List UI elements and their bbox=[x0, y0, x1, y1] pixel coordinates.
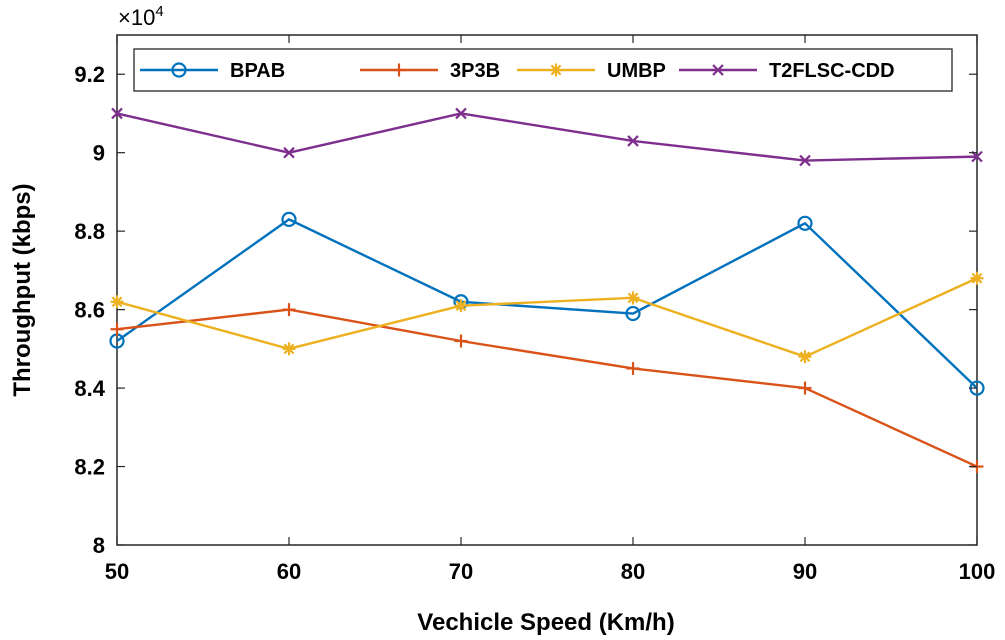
series-line-umbp bbox=[116, 277, 978, 358]
x-tick-label: 70 bbox=[449, 559, 473, 584]
y-tick-label: 8.4 bbox=[74, 376, 105, 401]
y-axis-title: Throughput (kbps) bbox=[9, 183, 36, 396]
y-tick-label: 8.2 bbox=[74, 455, 105, 480]
data-point-umbp bbox=[626, 291, 640, 305]
legend-item-t2flsc-cdd: T2FLSC-CDD bbox=[679, 60, 895, 82]
series-bpab bbox=[109, 211, 985, 396]
y-tick-label: 8 bbox=[93, 533, 105, 558]
legend-item-bpab: BPAB bbox=[140, 60, 285, 82]
series-3p3b bbox=[110, 303, 984, 474]
series-t2flsc-cdd bbox=[111, 107, 983, 167]
data-point-bpab bbox=[625, 305, 641, 322]
data-point-umbp bbox=[970, 271, 984, 285]
legend-label: UMBP bbox=[607, 60, 666, 82]
data-point-t2flsc-cdd bbox=[627, 135, 639, 147]
x-tick-label: 90 bbox=[793, 559, 817, 584]
y-tick-label: 8.6 bbox=[74, 298, 105, 323]
y-axis-multiplier: ×104 bbox=[118, 3, 164, 30]
data-point-3p3b bbox=[110, 322, 124, 336]
data-point-3p3b bbox=[626, 361, 640, 375]
legend-marker bbox=[171, 62, 187, 78]
data-point-3p3b bbox=[454, 334, 468, 348]
legend-label: T2FLSC-CDD bbox=[769, 60, 895, 82]
data-point-umbp bbox=[454, 299, 468, 313]
x-tick-label: 100 bbox=[959, 559, 996, 584]
x-tick-label: 80 bbox=[621, 559, 645, 584]
legend-label: 3P3B bbox=[450, 60, 500, 82]
series-line-t2flsc-cdd bbox=[116, 112, 978, 162]
legend: BPAB 3P3B UMBP T2FLSC-CDD bbox=[133, 48, 953, 92]
data-point-bpab bbox=[281, 211, 297, 227]
legend-item-3p3b: 3P3B bbox=[360, 60, 500, 82]
series-line-bpab bbox=[116, 218, 978, 389]
y-axis-multiplier-exponent: 4 bbox=[155, 3, 163, 20]
y-tick-label: 9 bbox=[93, 141, 105, 166]
data-point-t2flsc-cdd bbox=[455, 107, 467, 120]
legend-marker bbox=[392, 63, 406, 77]
axis-ticks: 50 60 70 80 90 100 8 8.2 8.4 8.6 8.8 9 9.2 bbox=[74, 35, 995, 584]
legend-item-umbp: UMBP bbox=[517, 60, 666, 82]
y-axis-multiplier-base: ×10 bbox=[118, 5, 155, 30]
x-tick-label: 50 bbox=[105, 559, 129, 584]
data-point-umbp bbox=[282, 342, 296, 356]
series-layer bbox=[109, 107, 985, 474]
x-axis-title: Vechicle Speed (Km/h) bbox=[417, 609, 674, 636]
data-point-umbp bbox=[798, 350, 812, 364]
legend-label: BPAB bbox=[230, 60, 285, 82]
legend-marker bbox=[712, 64, 724, 76]
series-line-3p3b bbox=[116, 308, 978, 468]
legend-marker bbox=[549, 63, 563, 77]
data-point-t2flsc-cdd bbox=[283, 146, 295, 159]
data-point-3p3b bbox=[282, 303, 296, 317]
data-point-bpab bbox=[797, 215, 813, 231]
data-point-3p3b bbox=[798, 381, 812, 395]
y-tick-label: 8.8 bbox=[74, 219, 105, 244]
series-umbp bbox=[110, 271, 984, 364]
data-point-t2flsc-cdd bbox=[111, 107, 123, 120]
plot-border bbox=[116, 34, 978, 546]
data-point-umbp bbox=[110, 295, 124, 309]
y-tick-label: 9.2 bbox=[74, 62, 105, 87]
plot-area bbox=[116, 34, 978, 546]
x-tick-label: 60 bbox=[277, 559, 301, 584]
data-point-t2flsc-cdd bbox=[799, 154, 811, 167]
